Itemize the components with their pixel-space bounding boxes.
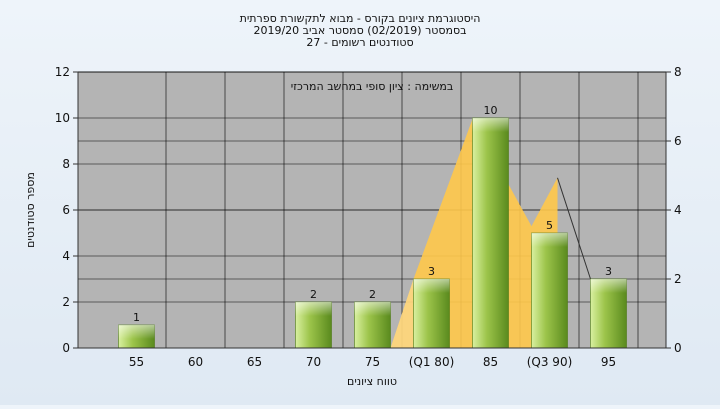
y-tick-label: 6 bbox=[62, 203, 70, 217]
x-tick-label: 70 bbox=[306, 355, 321, 369]
x-tick-label: 75 bbox=[365, 355, 380, 369]
y2-tick-label: 0 bbox=[674, 341, 682, 355]
bar-85 bbox=[472, 117, 509, 349]
y-tick-label: 10 bbox=[55, 111, 70, 125]
y-tick-label: 8 bbox=[62, 157, 70, 171]
bar-Q390 bbox=[531, 232, 568, 349]
y2-tick-label: 2 bbox=[674, 272, 682, 286]
y-tick-label: 2 bbox=[62, 295, 70, 309]
chart-title-line-1: היסטוגרמת ציונים בקורס - מבוא לתקשורת ספ… bbox=[240, 12, 481, 25]
data-label: 5 bbox=[546, 219, 553, 232]
data-label: 3 bbox=[428, 265, 435, 278]
data-label: 2 bbox=[310, 288, 317, 301]
x-axis-label: טווח ציונים bbox=[347, 375, 397, 388]
chart-title-line-2: בסמסטר (02/2019) סמסטר אביב 2019/20 bbox=[253, 24, 466, 37]
bar-highlight bbox=[354, 302, 391, 316]
y2-tick-label: 8 bbox=[674, 65, 682, 79]
data-label: 1 bbox=[133, 311, 140, 324]
bar-highlight bbox=[295, 302, 332, 316]
y-tick-label: 0 bbox=[62, 341, 70, 355]
y-tick-label: 4 bbox=[62, 249, 70, 263]
plot-annotation: במשימה : ציון סופי במחשב המרכזי bbox=[291, 80, 454, 93]
x-tick-label: 60 bbox=[188, 355, 203, 369]
bar-highlight bbox=[590, 279, 627, 293]
data-label: 10 bbox=[484, 104, 498, 117]
y-tick-label: 12 bbox=[55, 65, 70, 79]
y-axis-label: מספר סטודנטים bbox=[24, 172, 37, 248]
bar-highlight bbox=[472, 118, 509, 132]
data-labels: 1 2 2 3 10 5 3 bbox=[133, 104, 612, 324]
y2-tick-label: 4 bbox=[674, 203, 682, 217]
x-tick-label: (Q1 80) bbox=[409, 355, 455, 369]
band-edge-line bbox=[557, 177, 591, 280]
chart-title-line-3: סטודנטים רשומים - 27 bbox=[306, 36, 413, 49]
data-label: 2 bbox=[369, 288, 376, 301]
bar-highlight bbox=[118, 325, 155, 339]
band-left-shade bbox=[390, 279, 414, 348]
x-tick-label: 95 bbox=[601, 355, 616, 369]
bar-highlight bbox=[413, 279, 450, 293]
bar-series bbox=[118, 117, 627, 349]
x-tick-label: 85 bbox=[483, 355, 498, 369]
y2-tick-label: 6 bbox=[674, 134, 682, 148]
bar-highlight bbox=[531, 233, 568, 247]
data-label: 3 bbox=[605, 265, 612, 278]
x-tick-label: (Q3 90) bbox=[527, 355, 573, 369]
x-tick-label: 65 bbox=[247, 355, 262, 369]
x-tick-label: 55 bbox=[129, 355, 144, 369]
